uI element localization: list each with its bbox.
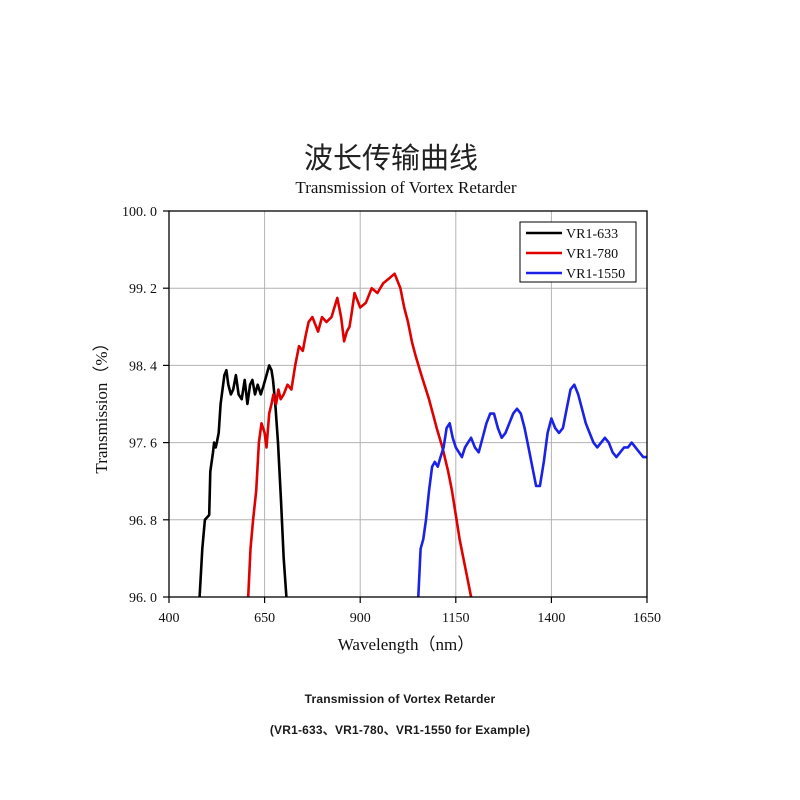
x-tick-label: 900 [350, 611, 371, 626]
x-axis-label: Wavelength（nm） [338, 635, 475, 654]
series-line-vr1-780 [246, 272, 473, 597]
series-line-vr1-1550 [417, 383, 647, 597]
y-tick-label: 96. 8 [129, 514, 157, 529]
chart-title: Transmission of Vortex Retarder [295, 178, 516, 197]
legend-label: VR1-780 [566, 247, 618, 262]
x-tick-label: 1650 [633, 611, 661, 626]
caption-title: Transmission of Vortex Retarder [304, 692, 496, 706]
x-tick-label: 650 [254, 611, 275, 626]
plot-frame [168, 210, 648, 598]
y-axis-label: Transmission（%） [92, 334, 111, 473]
axis-ticks: 400 650 900 1150 1400 1650 96. 0 96. 8 97. 6 98. … [122, 205, 661, 626]
caption-subtitle: (VR1-633、VR1-780、VR1-1550 for Example) [269, 723, 531, 737]
x-tick-label: 1150 [442, 611, 469, 626]
x-tick-label: 400 [159, 611, 180, 626]
y-tick-label: 98. 4 [129, 359, 157, 374]
y-tick-label: 100. 0 [122, 205, 157, 220]
y-tick-label: 97. 6 [129, 437, 157, 452]
chart-title-cn: 波长传输曲线 [304, 141, 478, 175]
series-line-vr1-633 [198, 364, 288, 597]
series-lines [198, 272, 647, 597]
y-tick-label: 96. 0 [129, 591, 157, 606]
legend-label: VR1-633 [566, 227, 618, 242]
x-tick-label: 1400 [537, 611, 565, 626]
legend: VR1-633 VR1-780 VR1-1550 [519, 221, 637, 283]
legend-label: VR1-1550 [566, 267, 625, 282]
y-tick-label: 99. 2 [129, 282, 157, 297]
